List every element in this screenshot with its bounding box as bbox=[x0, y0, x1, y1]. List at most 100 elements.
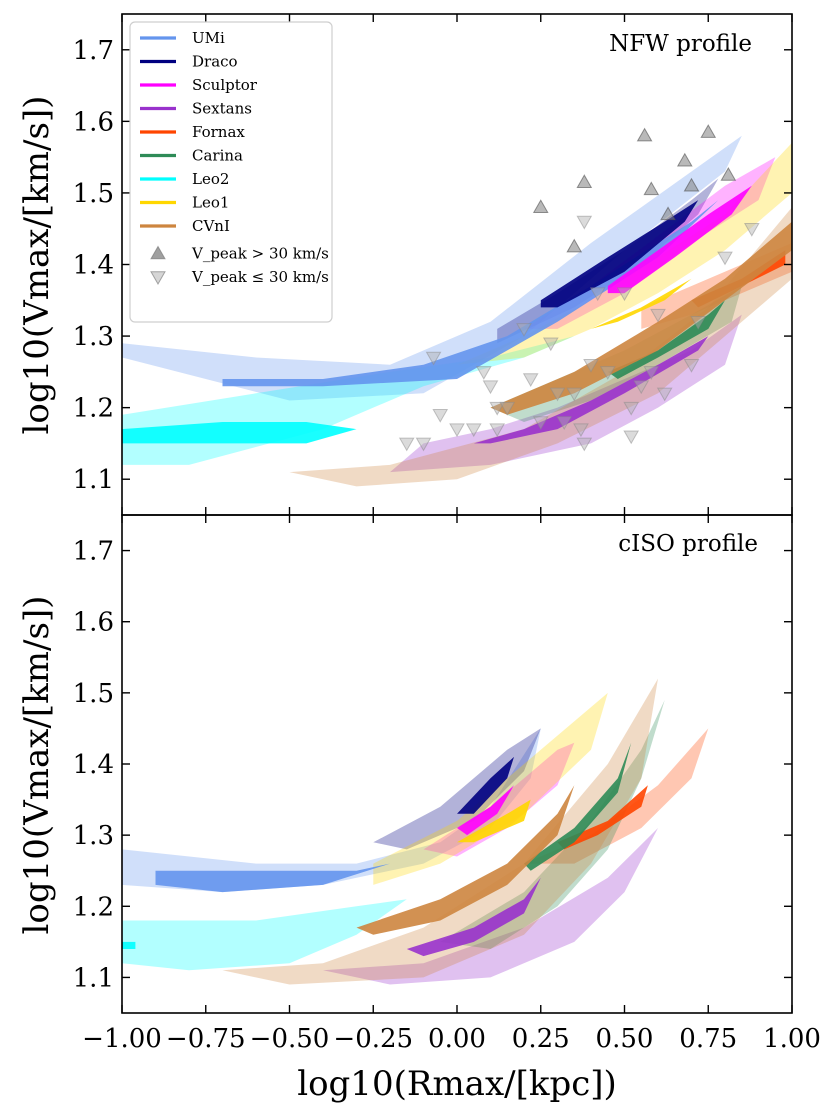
contour-inner-umi bbox=[222, 200, 719, 387]
subhalo-marker-low bbox=[489, 401, 506, 416]
x-tick-label: 0.50 bbox=[596, 1024, 654, 1054]
y-tick-label: 1.1 bbox=[73, 465, 114, 495]
ciso-y-axis-label: log10(Vmax/[km/s]) bbox=[17, 596, 57, 935]
ciso-panel-title: cISO profile bbox=[618, 531, 758, 557]
contour-outer-sextans bbox=[390, 314, 742, 473]
subhalo-marker-high bbox=[683, 177, 700, 192]
x-tick-label: 0.00 bbox=[428, 1024, 486, 1054]
subhalo-marker-low bbox=[516, 323, 532, 337]
nfw-panel: 1.1 1.2 1.3 1.4 1.5 1.6 1.7 NFW profile log10(… bbox=[17, 13, 793, 516]
ciso-x-ticks: −1.00 −0.75 −0.50 −0.25 0.00 0.25 0.50 0.75 1.00 bbox=[82, 515, 821, 1054]
subhalo-marker-low bbox=[549, 387, 566, 402]
subhalo-marker-low bbox=[449, 423, 465, 438]
legend-label-sculptor: Sculptor bbox=[192, 76, 258, 94]
subhalo-marker-high bbox=[660, 206, 676, 221]
contour-outer-draco bbox=[373, 728, 541, 850]
subhalo-marker-high bbox=[532, 199, 549, 213]
subhalo-marker-low bbox=[623, 401, 640, 416]
y-tick-label: 1.5 bbox=[73, 179, 114, 209]
contour-inner-cvni bbox=[490, 221, 792, 415]
subhalo-marker-low bbox=[489, 423, 506, 438]
x-axis-label: log10(Rmax/[kpc]) bbox=[297, 1064, 617, 1104]
subhalo-marker-low bbox=[633, 380, 650, 395]
subhalo-marker-low bbox=[616, 287, 633, 302]
subhalo-marker-high bbox=[643, 181, 660, 196]
x-tick-label: 0.75 bbox=[679, 1024, 737, 1054]
subhalo-marker-low bbox=[599, 366, 616, 380]
x-tick-label: 0.25 bbox=[512, 1024, 570, 1054]
y-tick-label: 1.7 bbox=[73, 36, 114, 66]
y-tick-label: 1.4 bbox=[73, 750, 114, 780]
y-tick-label: 1.2 bbox=[73, 394, 114, 424]
contour-inner-carina bbox=[524, 742, 632, 871]
legend: UMi Draco Sculptor Sextans Fornax Carina Leo2 L… bbox=[129, 21, 333, 323]
subhalo-marker-low bbox=[656, 387, 673, 402]
contour-outer-umi bbox=[122, 728, 541, 893]
subhalo-marker-low bbox=[576, 215, 593, 230]
subhalo-marker-low bbox=[465, 423, 482, 438]
subhalo-marker-low bbox=[623, 430, 640, 445]
legend-marker-label-low: V_peak ≤ 30 km/s bbox=[191, 268, 329, 286]
x-tick-label: −0.50 bbox=[250, 1024, 330, 1054]
x-tick-label: −0.25 bbox=[333, 1024, 413, 1054]
subhalo-marker-high bbox=[636, 127, 653, 142]
nfw-panel-title: NFW profile bbox=[609, 31, 752, 57]
subhalo-marker-low bbox=[522, 373, 539, 388]
subhalo-marker-low bbox=[576, 437, 593, 452]
legend-marker-high bbox=[150, 245, 166, 260]
subhalo-marker-low bbox=[566, 387, 583, 402]
nfw-y-axis-label: log10(Vmax/[km/s]) bbox=[17, 96, 57, 435]
contour-inner-leo2 bbox=[122, 941, 136, 949]
contour-inner-sculptor bbox=[607, 185, 752, 294]
y-tick-label: 1.2 bbox=[73, 892, 114, 922]
legend-label-leo2: Leo2 bbox=[192, 170, 229, 188]
contour-inner-sextans bbox=[406, 877, 541, 957]
contour-outer-cvni bbox=[222, 678, 658, 985]
y-tick-label: 1.1 bbox=[73, 963, 114, 993]
subhalo-marker-low bbox=[499, 401, 516, 416]
contour-outer-fornax bbox=[524, 728, 709, 864]
subhalo-marker-low bbox=[589, 287, 606, 302]
subhalo-marker-low bbox=[717, 251, 733, 266]
contour-outer-carina bbox=[440, 700, 665, 949]
contour-inner-umi bbox=[155, 863, 390, 893]
ciso-contours bbox=[122, 678, 709, 985]
legend-label-carina: Carina bbox=[192, 147, 243, 165]
subhalo-marker-low bbox=[690, 316, 707, 330]
subhalo-marker-low bbox=[482, 380, 499, 395]
legend-label-umi: UMi bbox=[192, 29, 225, 47]
y-tick-label: 1.4 bbox=[73, 251, 114, 281]
subhalo-marker-low bbox=[398, 437, 415, 452]
subhalo-marker-low bbox=[583, 358, 599, 373]
y-tick-label: 1.3 bbox=[73, 821, 114, 851]
x-tick-label: 1.00 bbox=[763, 1024, 821, 1054]
subhalo-marker-low bbox=[425, 351, 442, 366]
subhalo-marker-high bbox=[700, 124, 717, 138]
x-tick-label: −1.00 bbox=[82, 1024, 162, 1054]
contour-outer-sextans bbox=[323, 828, 658, 985]
subhalo-marker-low bbox=[475, 366, 492, 380]
legend-label-draco: Draco bbox=[192, 53, 238, 71]
subhalo-marker-high bbox=[576, 174, 593, 188]
subhalo-marker-low bbox=[650, 308, 666, 323]
subhalo-marker-low bbox=[643, 366, 660, 380]
subhalo-marker-high bbox=[676, 152, 693, 167]
contour-inner-leo1 bbox=[457, 799, 531, 843]
subhalo-marker-low bbox=[573, 423, 589, 438]
contour-inner-carina bbox=[607, 300, 725, 379]
nfw-y-ticks: 1.1 1.2 1.3 1.4 1.5 1.6 1.7 bbox=[73, 36, 792, 495]
subhalo-marker-low bbox=[415, 437, 432, 452]
legend-label-leo1: Leo1 bbox=[192, 194, 229, 212]
y-tick-label: 1.6 bbox=[73, 107, 114, 137]
contour-inner-cvni bbox=[356, 785, 575, 935]
contour-inner-draco bbox=[457, 756, 514, 814]
legend-items: UMi Draco Sculptor Sextans Fornax Carina Leo2 L… bbox=[140, 29, 329, 286]
contour-inner-leo2 bbox=[122, 422, 357, 444]
y-tick-label: 1.6 bbox=[73, 608, 114, 638]
ciso-panel: 1.1 1.2 1.3 1.4 1.5 1.6 1.7 −1.00 −0.75 −0.50 −0.… bbox=[17, 514, 821, 1054]
subhalo-marker-low bbox=[683, 358, 700, 373]
subhalo-marker-low bbox=[532, 416, 549, 430]
legend-marker-low bbox=[150, 271, 166, 286]
contour-inner-sculptor bbox=[457, 785, 514, 836]
subhalo-marker-low bbox=[743, 222, 760, 237]
